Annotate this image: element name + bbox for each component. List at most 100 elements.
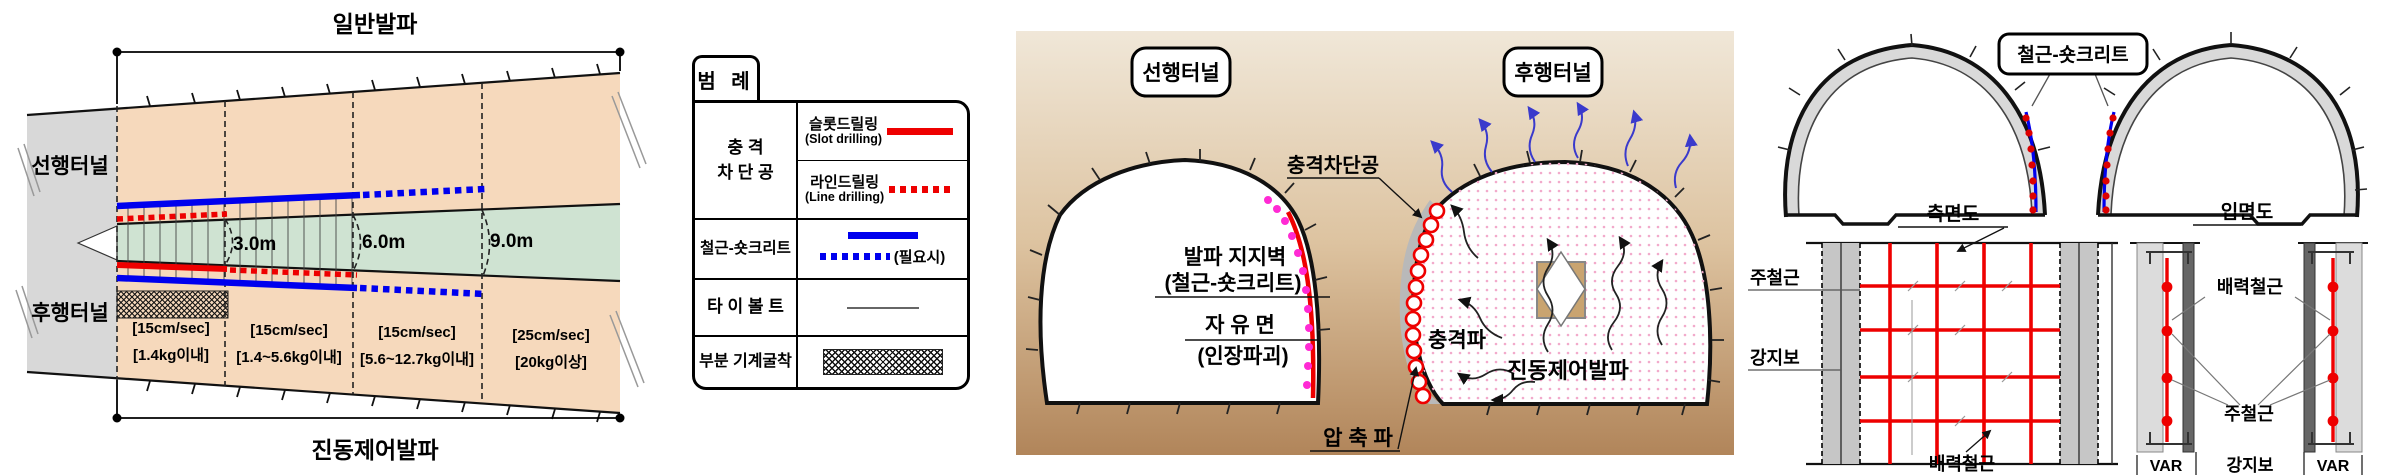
following-tunnel-tag: 후행터널 (1502, 46, 1604, 98)
dimension-dots (112, 47, 625, 423)
strip-edges (26, 71, 621, 415)
steel-rib-ibeams (2146, 251, 2354, 445)
svg-text:6.0m: 6.0m (362, 232, 405, 253)
svg-text:[25cm/sec]: [25cm/sec] (512, 327, 590, 344)
thin-line-swatch (846, 306, 919, 309)
vibration-controlled-blasting-label: 진동제어발파 (312, 437, 439, 463)
svg-text:후행터널: 후행터널 (1514, 61, 1591, 85)
legend-row-tie-bolt: 타 이 볼 트 (695, 278, 967, 335)
svg-text:발파 지지벽: 발파 지지벽 (1184, 246, 1286, 269)
compression-wave-callout: 압 축 파 (1310, 366, 1420, 452)
zone-spec-labels: [15cm/sec] [1.4kg이내] [15cm/sec] [1.4~5.6… (132, 320, 590, 371)
elevation-view-title: 입면도 (2193, 201, 2301, 226)
right-arch-section (2096, 32, 2368, 226)
support-wall-callout: 발파 지지벽 (철근-숏크리트) (1155, 246, 1330, 298)
shock-cutoff-label: 충 격 차 단 공 (695, 103, 798, 218)
svg-text:[1.4~5.6kg이내]: [1.4~5.6kg이내] (236, 349, 342, 366)
legend-title: 범 례 (692, 55, 760, 100)
svg-text:9.0m: 9.0m (490, 231, 533, 252)
line-drilling-sub: (Line drilling) (805, 189, 885, 204)
legend-item-line-drilling: 라인드릴링 (Line drilling) (798, 160, 967, 218)
leading-tunnel-tag: 선행터널 (1130, 46, 1232, 98)
rebar-shotcrete-text: 철근-숏크리트 (700, 239, 791, 257)
red-solid-line-swatch (887, 128, 954, 135)
support-wall-red-curve (1285, 210, 1316, 399)
pillar-wedge-green (117, 204, 620, 281)
side-steel-rib-callout: 강지보 (1748, 348, 1841, 371)
svg-text:(인장파괴): (인장파괴) (1197, 345, 1288, 368)
line-drilling-name: 라인드릴링 (810, 174, 880, 192)
svg-text:[15cm/sec]: [15cm/sec] (250, 322, 328, 339)
leading-tunnel-ticks (1025, 149, 1331, 415)
svg-text:압 축 파: 압 축 파 (1323, 427, 1393, 450)
rebar-shotcrete-label: 철근-숏크리트 (695, 220, 798, 278)
tie-bolt-text: 타 이 볼 트 (707, 297, 784, 317)
elevation-dist-rebar-callout: 배력철근 (2171, 277, 2331, 321)
elevation-dimension-row: VAR 강지보 VAR (2136, 452, 2363, 475)
svg-text:VAR: VAR (2150, 458, 2183, 475)
left-arch-ticks (1777, 33, 2051, 151)
grid-slash-marks (1907, 280, 2013, 427)
following-tunnel-label: 후행터널 (31, 301, 108, 325)
right-arch-rebar-dots (2102, 114, 2117, 214)
dimension-lines (116, 51, 621, 419)
left-arch-section (1777, 33, 2051, 226)
svg-text:배력철근: 배력철근 (2217, 277, 2283, 297)
shock-cutoff-callout: 충격차단공 (1287, 154, 1423, 219)
rebar-shotcrete-tag: 철근-숏크리트 (1997, 32, 2149, 107)
reinforcement-detail-panel: 철근-숏크리트 측면도 입면도 (1748, 32, 2368, 475)
shock-cutoff-line1: 충 격 (727, 137, 764, 157)
svg-text:강지보: 강지보 (1750, 348, 1800, 368)
shock-wave-label: 충격파 (1428, 329, 1487, 352)
vibration-arrows (1430, 101, 1698, 193)
svg-text:주철근: 주철근 (2224, 404, 2274, 424)
zone-boundary-lines (116, 83, 491, 403)
elevation-main-rebar-callout: 주철근 (2171, 333, 2331, 424)
cross-section-panel: 선행터널 후행터널 충격차단공 발파 지지벽 (철근-숏크리트) 자 유 면 (… (1016, 31, 1734, 455)
left-arch-rebar-shotcrete-arc (2024, 111, 2038, 213)
blue-dotted-line-swatch (819, 252, 890, 260)
side-dist-rebar-callout: 배력철근 (1911, 300, 1995, 474)
partial-mech-excavation-hatch (116, 290, 229, 319)
vibration-blasting-label: 진동제어발파 (1507, 358, 1629, 383)
legend-item-slot-drilling: 슬롯드릴링 (Slot drilling) (798, 103, 967, 160)
support-wall-dots (1264, 196, 1313, 389)
left-arch-rebar-dots (2022, 114, 2037, 214)
pillar-gap-wedge (76, 225, 118, 261)
leading-tunnel-label: 선행터널 (31, 155, 108, 178)
svg-text:자 유 면: 자 유 면 (1205, 314, 1275, 337)
svg-text:3.0m: 3.0m (233, 234, 276, 255)
red-dotted-line-swatch (889, 186, 956, 193)
svg-text:강지보: 강지보 (2227, 456, 2274, 475)
svg-text:(철근-숏크리트): (철근-숏크리트) (1165, 272, 1302, 295)
shock-cutoff-circles (1404, 202, 1446, 405)
svg-text:VAR: VAR (2317, 458, 2350, 475)
rock-bolt-ticks (146, 63, 601, 423)
free-face-callout: 자 유 면 (인장파괴) (1185, 314, 1318, 368)
svg-text:입면도: 입면도 (2221, 201, 2273, 223)
svg-text:[20kg이상]: [20kg이상] (515, 354, 587, 371)
plan-view-panel: 일반발파 진동제어발파 선행터널 후행터널 3.0m 6.0m 9.0m [15… (15, 11, 647, 463)
blue-solid-line-swatch (847, 231, 918, 239)
svg-text:철근-숏크리트: 철근-숏크리트 (2017, 44, 2128, 66)
svg-text:선행터널: 선행터널 (1142, 62, 1219, 85)
legend: 충 격 차 단 공 슬롯드릴링 (Slot drilling) 라인드릴링 (L… (692, 100, 970, 390)
partial-mech-label: 부분 기계굴착 (695, 337, 798, 387)
lower-blast-strip (117, 261, 620, 413)
side-main-rebar-callout: 주철근 (1748, 268, 1860, 291)
partial-mech-text: 부분 기계굴착 (699, 353, 792, 371)
if-needed-note: (필요시) (893, 248, 946, 266)
svg-text:[15cm/sec]: [15cm/sec] (378, 324, 456, 341)
shock-cutoff-items: 슬롯드릴링 (Slot drilling) 라인드릴링 (Line drilli… (798, 103, 967, 218)
svg-text:주철근: 주철근 (1750, 268, 1800, 288)
legend-row-rebar-shotcrete: 철근-숏크리트 (필요시) (695, 218, 967, 278)
side-view-title: 측면도 (1898, 203, 2008, 252)
legend-row-partial-mech: 부분 기계굴착 (695, 335, 967, 387)
svg-text:[15cm/sec]: [15cm/sec] (132, 320, 210, 337)
side-view-diagram: 주철근 강지보 배력철근 (1748, 241, 2118, 474)
leading-tunnel-outline (1038, 157, 1322, 405)
shock-cutoff-line2: 차 단 공 (717, 162, 774, 182)
legend-row-shock-cutoff: 충 격 차 단 공 슬롯드릴링 (Slot drilling) 라인드릴링 (L… (695, 103, 967, 218)
elevation-diagram: 배력철근 주철근 VAR 강지보 VAR (2130, 242, 2368, 475)
